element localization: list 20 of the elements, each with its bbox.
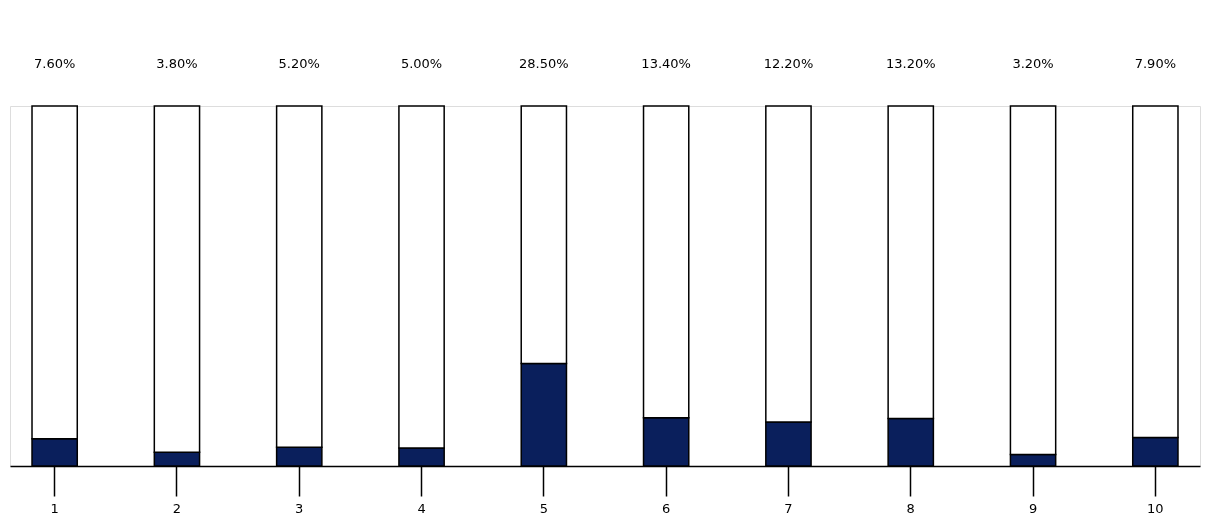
x-tick-label: 4 (417, 500, 426, 516)
data-label: 5.00% (400, 56, 443, 71)
data-label: 13.20% (885, 56, 936, 71)
data-label: 28.50% (519, 56, 569, 71)
data-label: 7.60% (33, 56, 76, 71)
data-label: 7.90% (1134, 56, 1177, 71)
x-tick-label: 1 (50, 500, 59, 516)
data-label: 12.20% (763, 56, 814, 71)
x-tick-label: 7 (784, 500, 793, 516)
x-tick-label: 6 (662, 500, 671, 516)
x-tick-label: 2 (172, 500, 182, 516)
data-label: 5.20% (278, 56, 320, 71)
data-label: 13.40% (641, 56, 691, 71)
x-tick-label: 3 (295, 500, 304, 516)
data-label: 3.80% (156, 56, 198, 71)
x-tick-label: 10 (1147, 500, 1164, 516)
x-tick-label: 8 (906, 500, 915, 516)
data-label: 3.20% (1012, 56, 1054, 71)
x-tick-label: 9 (1028, 500, 1038, 516)
x-tick-label: 5 (539, 500, 548, 516)
